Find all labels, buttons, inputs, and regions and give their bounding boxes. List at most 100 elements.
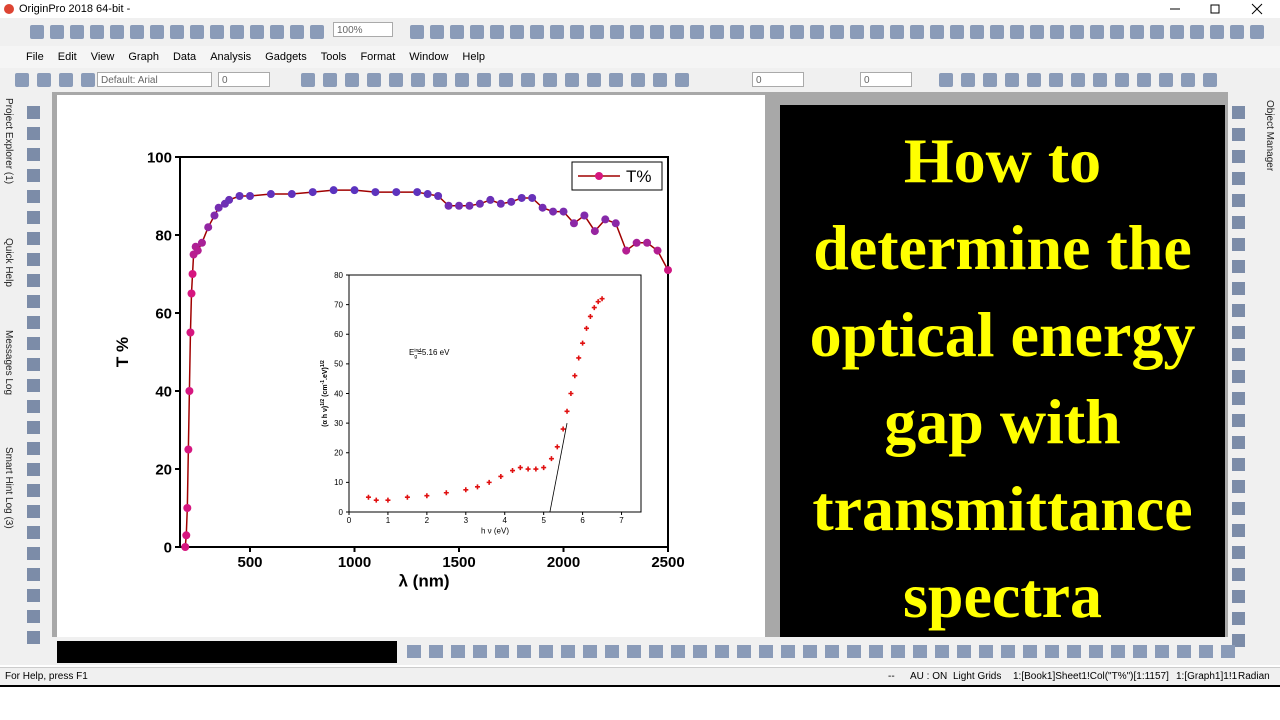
toolbar-button[interactable] xyxy=(1159,73,1173,87)
toolbar-button[interactable] xyxy=(979,645,993,658)
tool-button[interactable] xyxy=(1232,480,1245,493)
toolbar-button[interactable] xyxy=(470,25,484,39)
toolbar-button[interactable] xyxy=(770,25,784,39)
menu-item[interactable]: Window xyxy=(409,51,449,63)
toolbar-button[interactable] xyxy=(210,25,224,39)
toolbar-button[interactable] xyxy=(150,25,164,39)
object-manager-tab[interactable]: Object Manager xyxy=(1264,100,1275,172)
tool-button[interactable] xyxy=(27,379,40,392)
toolbar-button[interactable] xyxy=(650,25,664,39)
toolbar-button[interactable] xyxy=(1070,25,1084,39)
tool-button[interactable] xyxy=(1232,238,1245,251)
tool-button[interactable] xyxy=(1232,458,1245,471)
font-box[interactable]: Default: Arial xyxy=(97,72,212,87)
toolbar-button[interactable] xyxy=(530,25,544,39)
tool-button[interactable] xyxy=(1232,392,1245,405)
toolbar-button[interactable] xyxy=(1071,73,1085,87)
tool-button[interactable] xyxy=(27,232,40,245)
toolbar-button[interactable] xyxy=(565,73,579,87)
menu-item[interactable]: Gadgets xyxy=(265,51,307,63)
toolbar-button[interactable] xyxy=(1005,73,1019,87)
tool-button[interactable] xyxy=(1232,304,1245,317)
tool-button[interactable] xyxy=(27,253,40,266)
toolbar-button[interactable] xyxy=(1115,73,1129,87)
toolbar-button[interactable] xyxy=(950,25,964,39)
toolbar-button[interactable] xyxy=(869,645,883,658)
toolbar-button[interactable] xyxy=(590,25,604,39)
tool-button[interactable] xyxy=(27,190,40,203)
menu-item[interactable]: View xyxy=(90,51,115,63)
toolbar-button[interactable] xyxy=(561,645,575,658)
toolbar-button[interactable] xyxy=(433,73,447,87)
toolbar-button[interactable] xyxy=(170,25,184,39)
toolbar-button[interactable] xyxy=(847,645,861,658)
menu-item[interactable]: Help xyxy=(462,51,486,63)
toolbar-button[interactable] xyxy=(825,645,839,658)
tool-button[interactable] xyxy=(27,358,40,371)
toolbar-button[interactable] xyxy=(521,73,535,87)
tool-button[interactable] xyxy=(27,274,40,287)
toolbar-button[interactable] xyxy=(59,73,73,87)
toolbar-button[interactable] xyxy=(587,73,601,87)
toolbar-button[interactable] xyxy=(610,25,624,39)
toolbar-button[interactable] xyxy=(490,25,504,39)
toolbar-button[interactable] xyxy=(510,25,524,39)
font-size-box[interactable]: 0 xyxy=(218,72,270,87)
toolbar-button[interactable] xyxy=(407,645,421,658)
menu-item[interactable]: Tools xyxy=(320,51,347,63)
tool-button[interactable] xyxy=(27,631,40,644)
dock-tab[interactable]: Messages Log xyxy=(3,330,14,396)
toolbar-button[interactable] xyxy=(570,25,584,39)
tool-button[interactable] xyxy=(1232,260,1245,273)
tool-button[interactable] xyxy=(27,442,40,455)
toolbar-button[interactable] xyxy=(1130,25,1144,39)
toolbar-button[interactable] xyxy=(1177,645,1191,658)
toolbar-button[interactable] xyxy=(690,25,704,39)
toolbar-button[interactable] xyxy=(455,73,469,87)
toolbar-button[interactable] xyxy=(693,645,707,658)
toolbar-button[interactable] xyxy=(290,25,304,39)
toolbar-button[interactable] xyxy=(1155,645,1169,658)
tool-button[interactable] xyxy=(1232,194,1245,207)
tool-button[interactable] xyxy=(1232,150,1245,163)
tool-button[interactable] xyxy=(27,505,40,518)
toolbar-button[interactable] xyxy=(970,25,984,39)
toolbar-button[interactable] xyxy=(539,645,553,658)
toolbar-button[interactable] xyxy=(1210,25,1224,39)
toolbar-button[interactable] xyxy=(1093,73,1107,87)
line-width-box[interactable]: 0 xyxy=(752,72,804,87)
toolbar-button[interactable] xyxy=(627,645,641,658)
pattern-box[interactable]: 0 xyxy=(860,72,912,87)
toolbar-button[interactable] xyxy=(477,73,491,87)
toolbar-button[interactable] xyxy=(939,73,953,87)
toolbar-button[interactable] xyxy=(961,73,975,87)
toolbar-button[interactable] xyxy=(1111,645,1125,658)
tool-button[interactable] xyxy=(1232,590,1245,603)
toolbar-button[interactable] xyxy=(430,25,444,39)
toolbar-button[interactable] xyxy=(1170,25,1184,39)
tool-button[interactable] xyxy=(27,211,40,224)
tool-button[interactable] xyxy=(27,547,40,560)
tool-button[interactable] xyxy=(1232,414,1245,427)
tool-button[interactable] xyxy=(27,421,40,434)
toolbar-button[interactable] xyxy=(450,25,464,39)
toolbar-button[interactable] xyxy=(301,73,315,87)
tool-button[interactable] xyxy=(1232,612,1245,625)
toolbar-button[interactable] xyxy=(451,645,465,658)
toolbar-button[interactable] xyxy=(957,645,971,658)
tool-button[interactable] xyxy=(27,400,40,413)
toolbar-button[interactable] xyxy=(1067,645,1081,658)
toolbar-button[interactable] xyxy=(15,73,29,87)
toolbar-button[interactable] xyxy=(935,645,949,658)
tool-button[interactable] xyxy=(1232,524,1245,537)
toolbar-button[interactable] xyxy=(671,645,685,658)
toolbar-button[interactable] xyxy=(1203,73,1217,87)
toolbar-button[interactable] xyxy=(1150,25,1164,39)
tool-button[interactable] xyxy=(1232,634,1245,647)
toolbar-button[interactable] xyxy=(1023,645,1037,658)
tool-button[interactable] xyxy=(27,463,40,476)
toolbar-button[interactable] xyxy=(870,25,884,39)
toolbar-button[interactable] xyxy=(1250,25,1264,39)
toolbar-button[interactable] xyxy=(411,73,425,87)
toolbar-button[interactable] xyxy=(1199,645,1213,658)
